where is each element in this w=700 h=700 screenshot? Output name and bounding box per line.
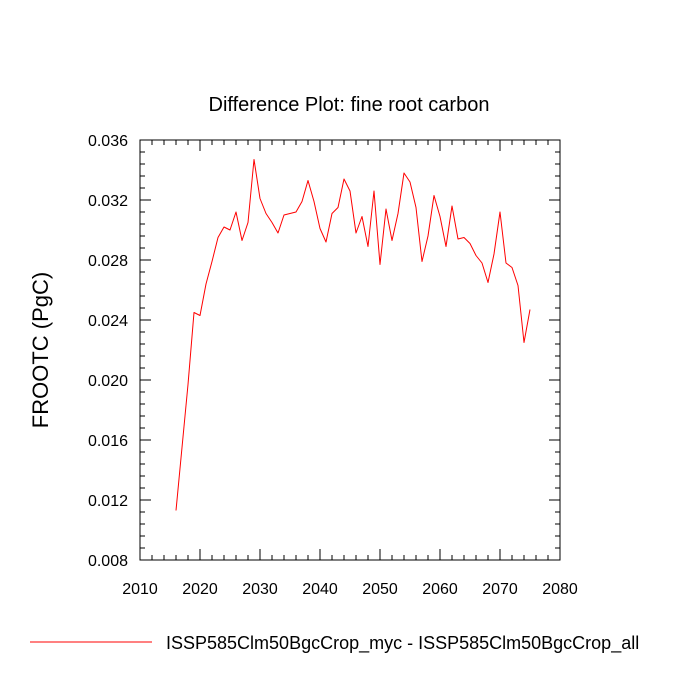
x-tick-label: 2080: [542, 581, 578, 598]
y-tick-label: 0.032: [88, 193, 128, 210]
legend: ISSP585Clm50BgcCrop_myc - ISSP585Clm50Bg…: [30, 633, 639, 654]
x-tick-label: 2060: [422, 581, 458, 598]
y-tick-label: 0.008: [88, 553, 128, 570]
series-line-0: [175, 159, 531, 511]
plot-frame: [139, 139, 561, 561]
y-tick-label: 0.012: [88, 493, 128, 510]
y-tick-label: 0.024: [88, 313, 128, 330]
y-axis-label: FROOTC (PgC): [28, 272, 53, 428]
x-tick-label: 2070: [482, 581, 518, 598]
tick-labels: 2010 2020 2030 2040 2050 2060 2070 2080 0.008 0.0…: [88, 133, 578, 598]
chart-title: Difference Plot: fine root carbon: [209, 94, 490, 116]
x-tick-label: 2040: [302, 581, 338, 598]
y-tick-label: 0.016: [88, 433, 128, 450]
y-tick-label: 0.028: [88, 253, 128, 270]
axis-ticks: [139, 139, 561, 561]
legend-label: ISSP585Clm50BgcCrop_myc - ISSP585Clm50Bg…: [166, 633, 639, 654]
y-tick-label: 0.036: [88, 133, 128, 150]
x-tick-label: 2030: [242, 581, 278, 598]
series-layer: [175, 159, 531, 511]
x-tick-label: 2050: [362, 581, 398, 598]
y-tick-label: 0.020: [88, 373, 128, 390]
x-tick-label: 2020: [182, 581, 218, 598]
x-tick-label: 2010: [122, 581, 158, 598]
